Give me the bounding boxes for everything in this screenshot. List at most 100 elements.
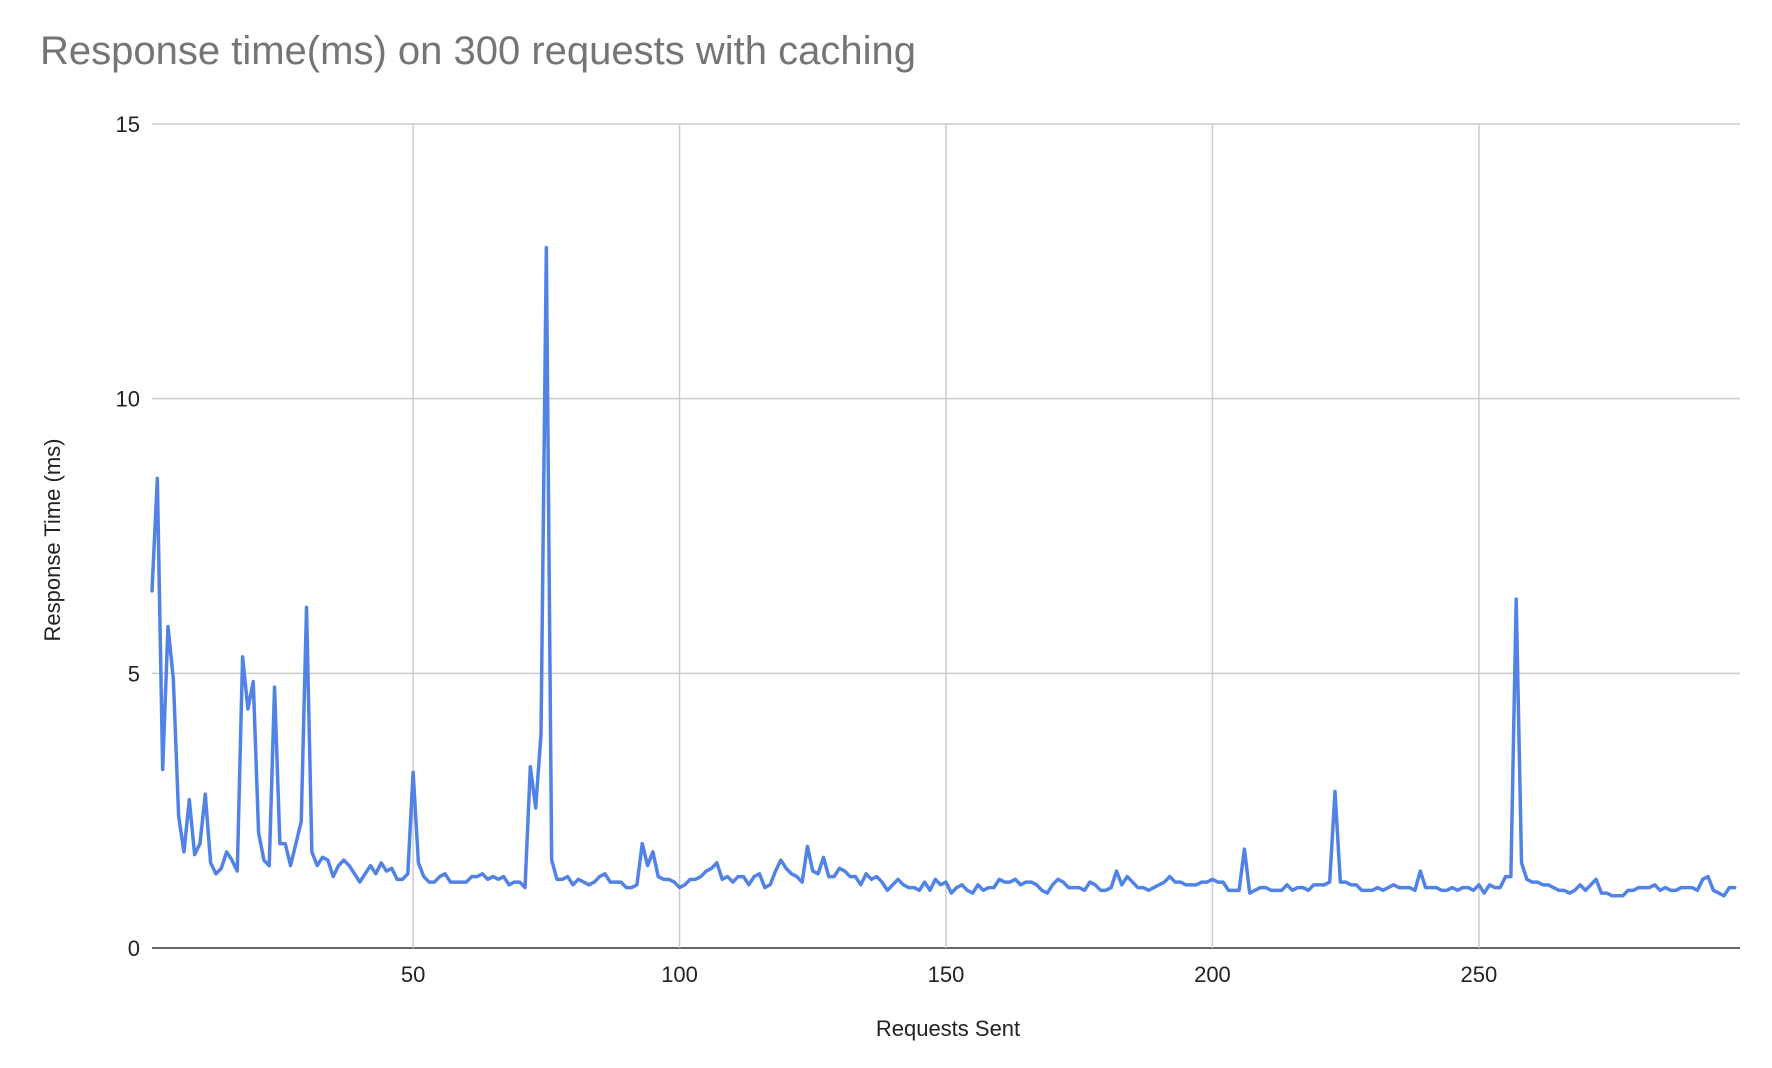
data-point bbox=[742, 875, 746, 879]
data-point bbox=[1035, 883, 1039, 887]
data-point bbox=[1679, 886, 1683, 890]
data-point bbox=[736, 875, 740, 879]
data-point bbox=[1663, 886, 1667, 890]
data-point bbox=[917, 888, 921, 892]
data-point bbox=[1258, 886, 1262, 890]
data-point bbox=[843, 869, 847, 873]
data-point bbox=[1253, 888, 1257, 892]
x-tick-label: 50 bbox=[401, 962, 425, 987]
data-point bbox=[726, 875, 730, 879]
data-point bbox=[869, 877, 873, 881]
data-point bbox=[763, 886, 767, 890]
y-axis-title: Response Time (ms) bbox=[40, 439, 65, 642]
data-point bbox=[1338, 880, 1342, 884]
data-point bbox=[731, 880, 735, 884]
data-point bbox=[1440, 888, 1444, 892]
data-point bbox=[214, 872, 218, 876]
data-point bbox=[1077, 886, 1081, 890]
data-point bbox=[1280, 888, 1284, 892]
data-point bbox=[1083, 888, 1087, 892]
series-line bbox=[150, 245, 1737, 898]
data-point bbox=[1221, 880, 1225, 884]
data-point bbox=[1578, 883, 1582, 887]
data-point bbox=[1306, 888, 1310, 892]
data-point bbox=[933, 877, 937, 881]
data-point bbox=[805, 844, 809, 848]
data-point bbox=[464, 880, 468, 884]
data-point bbox=[1328, 880, 1332, 884]
data-point bbox=[837, 866, 841, 870]
data-point bbox=[1434, 886, 1438, 890]
data-point bbox=[928, 888, 932, 892]
data-point bbox=[1626, 888, 1630, 892]
data-point bbox=[1482, 891, 1486, 895]
data-point bbox=[422, 875, 426, 879]
data-point bbox=[555, 877, 559, 881]
data-point bbox=[1557, 888, 1561, 892]
data-point bbox=[544, 246, 548, 250]
data-point bbox=[299, 820, 303, 824]
data-point bbox=[1210, 877, 1214, 881]
data-point bbox=[1733, 886, 1737, 890]
data-point bbox=[1658, 888, 1662, 892]
data-point bbox=[1402, 886, 1406, 890]
data-point bbox=[1722, 894, 1726, 898]
data-point bbox=[1285, 883, 1289, 887]
data-point bbox=[331, 875, 335, 879]
data-point bbox=[715, 861, 719, 865]
data-point bbox=[1360, 888, 1364, 892]
data-point bbox=[203, 792, 207, 796]
data-point bbox=[1610, 894, 1614, 898]
data-point bbox=[1040, 888, 1044, 892]
data-point bbox=[246, 707, 250, 711]
data-point bbox=[1461, 886, 1465, 890]
data-point bbox=[992, 886, 996, 890]
data-point bbox=[1157, 883, 1161, 887]
data-point bbox=[315, 864, 319, 868]
data-point bbox=[848, 875, 852, 879]
data-point bbox=[1669, 888, 1673, 892]
data-point bbox=[1642, 886, 1646, 890]
data-point bbox=[459, 880, 463, 884]
data-point bbox=[757, 872, 761, 876]
data-point bbox=[1418, 869, 1422, 873]
data-point bbox=[1397, 886, 1401, 890]
x-tick-label: 100 bbox=[661, 962, 698, 987]
data-point bbox=[1605, 891, 1609, 895]
data-point bbox=[1109, 886, 1113, 890]
data-point bbox=[496, 877, 500, 881]
data-point bbox=[832, 875, 836, 879]
data-point bbox=[630, 886, 634, 890]
y-tick-label: 0 bbox=[128, 936, 140, 961]
data-point bbox=[1674, 888, 1678, 892]
data-point bbox=[678, 886, 682, 890]
data-point bbox=[353, 872, 357, 876]
data-point bbox=[1525, 877, 1529, 881]
data-point bbox=[960, 883, 964, 887]
data-point bbox=[1125, 875, 1129, 879]
x-tick-label: 250 bbox=[1461, 962, 1498, 987]
data-point bbox=[267, 864, 271, 868]
data-point bbox=[1653, 883, 1657, 887]
data-point bbox=[1541, 883, 1545, 887]
data-point bbox=[193, 853, 197, 857]
data-point bbox=[368, 864, 372, 868]
data-point bbox=[651, 850, 655, 854]
data-point bbox=[1141, 886, 1145, 890]
data-point bbox=[619, 880, 623, 884]
data-point bbox=[1344, 880, 1348, 884]
data-point bbox=[1466, 886, 1470, 890]
data-point bbox=[699, 875, 703, 879]
data-point bbox=[1493, 886, 1497, 890]
series-layer bbox=[150, 245, 1737, 898]
data-point bbox=[1504, 875, 1508, 879]
data-point bbox=[656, 875, 660, 879]
data-point bbox=[923, 880, 927, 884]
data-point bbox=[198, 842, 202, 846]
data-point bbox=[1536, 880, 1540, 884]
x-axis-title: Requests Sent bbox=[876, 1016, 1020, 1041]
data-point bbox=[640, 842, 644, 846]
data-point bbox=[901, 883, 905, 887]
data-point bbox=[635, 883, 639, 887]
